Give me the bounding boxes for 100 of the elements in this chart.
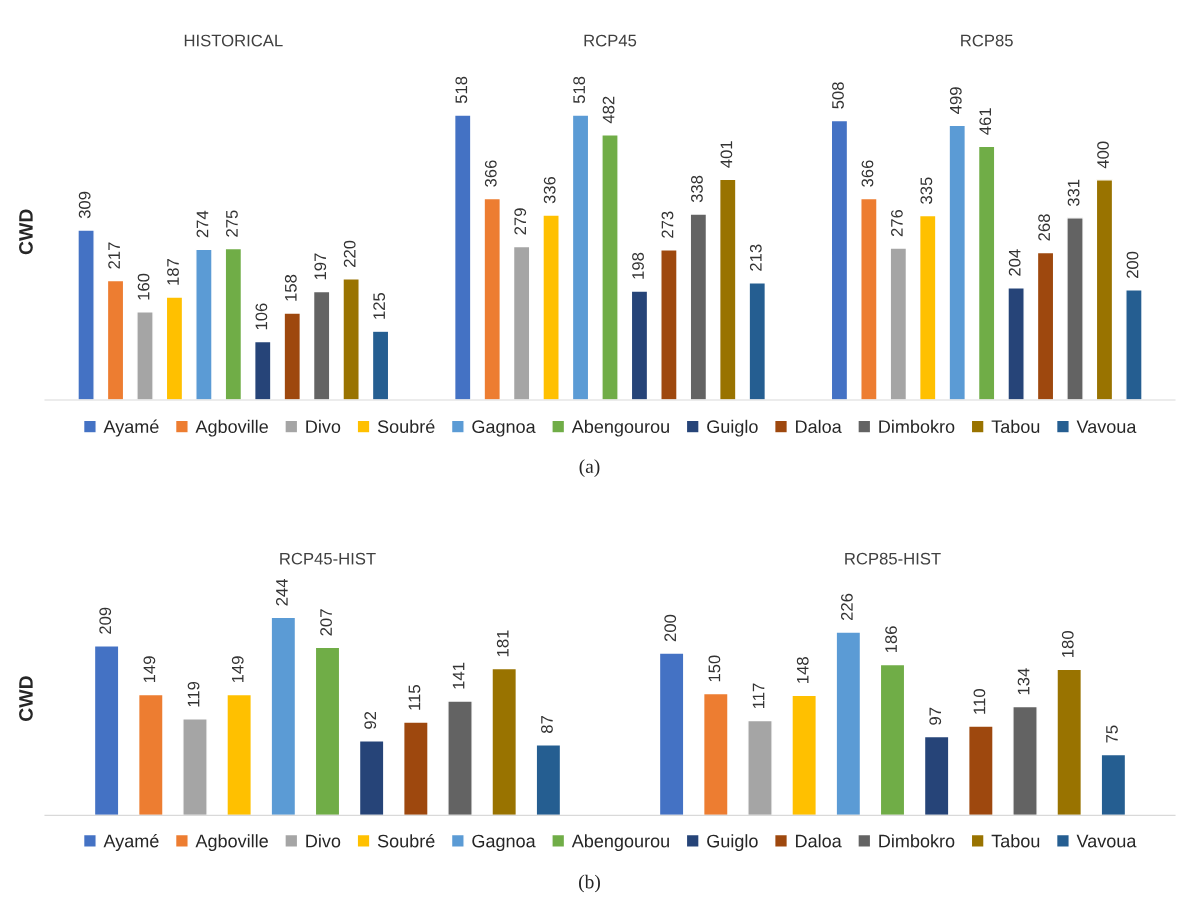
bar (342, 278, 360, 400)
bar (453, 114, 472, 400)
y-axis-title: CWD (19, 209, 33, 255)
data-label: 197 (314, 253, 327, 280)
legend-label: Vavoua (1076, 420, 1137, 434)
legend-label: Gagnoa (472, 834, 536, 851)
data-label: 482 (602, 96, 615, 124)
legend-label: Gagnoa (472, 420, 536, 437)
bar (283, 312, 302, 400)
bar (403, 721, 429, 816)
bar (719, 178, 737, 400)
data-label: 149 (231, 656, 244, 683)
bar (791, 694, 817, 816)
bar (1100, 753, 1127, 816)
data-label: 213 (749, 244, 762, 271)
bar (830, 119, 849, 400)
bar (1066, 217, 1084, 400)
bar (312, 290, 331, 400)
legend-label: Tabou (991, 419, 1040, 434)
bar (948, 124, 967, 400)
data-label: 198 (632, 252, 644, 279)
legend-label: Guiglo (707, 419, 758, 437)
data-label: 181 (496, 630, 509, 657)
data-label: 518 (573, 76, 586, 104)
bar (358, 740, 385, 816)
data-label: 268 (1038, 214, 1051, 241)
data-label: 309 (78, 191, 91, 219)
data-label: 110 (973, 689, 986, 714)
legend-label: Abengourou (571, 419, 669, 437)
x-tick-label: RCP85-HIST (845, 552, 941, 565)
data-label: 279 (514, 208, 527, 235)
data-label: 207 (320, 609, 332, 636)
bar (447, 700, 473, 816)
legend-label: Tabou (991, 834, 1040, 848)
data-label: 87 (541, 715, 553, 733)
bar (1125, 289, 1143, 400)
bar (977, 145, 996, 400)
bar (137, 693, 164, 816)
bar (182, 718, 208, 816)
bar (889, 247, 908, 400)
bar (835, 631, 862, 816)
data-label: 125 (373, 292, 386, 319)
data-label: 148 (796, 657, 809, 683)
bar (571, 114, 590, 400)
legend-label: Vavoua (1076, 834, 1137, 848)
bar (630, 290, 649, 400)
data-label: 508 (832, 82, 844, 109)
bar (1036, 251, 1055, 400)
text: (a) (579, 459, 600, 477)
legend-label: Agboville (195, 834, 268, 851)
bar (165, 296, 184, 400)
bar (314, 646, 341, 816)
bar (253, 340, 272, 400)
bar (136, 311, 154, 400)
bar (106, 279, 125, 400)
data-label: 244 (276, 578, 288, 606)
data-label: 204 (1008, 249, 1021, 276)
data-label: 366 (484, 160, 497, 187)
bar (1095, 179, 1114, 400)
data-label: 134 (1017, 668, 1030, 695)
data-label: 115 (408, 685, 421, 710)
data-label: 200 (664, 614, 677, 642)
data-label: 97 (929, 707, 942, 725)
data-label: 141 (452, 662, 465, 689)
legend-label: Divo (306, 419, 341, 434)
x-tick-label: HISTORICAL (184, 34, 283, 47)
x-tick-label: RCP45 (584, 34, 637, 47)
bar (918, 214, 937, 400)
bar (968, 725, 994, 816)
text: (b) (579, 874, 600, 893)
data-label: 461 (979, 108, 992, 135)
data-label: 160 (137, 273, 150, 300)
legend-label: Soubré (377, 419, 435, 434)
bar (879, 663, 906, 816)
data-label: 401 (720, 141, 733, 168)
bar (923, 735, 950, 816)
bar (660, 249, 678, 400)
data-label: 518 (455, 76, 468, 104)
legend-label: Soubré (377, 833, 435, 848)
data-label: 274 (196, 210, 209, 238)
legend-label: Dimbokro (879, 419, 955, 434)
data-label: 117 (752, 683, 765, 709)
x-tick-label: RCP85 (961, 34, 1013, 47)
bar (542, 214, 560, 400)
bar (535, 744, 562, 816)
data-label: 209 (99, 607, 112, 634)
legend-label: Daloa (796, 419, 842, 434)
data-label: 217 (108, 242, 120, 269)
data-label: 331 (1067, 179, 1080, 207)
data-label: 186 (885, 626, 897, 653)
bar (195, 248, 213, 400)
data-label: 366 (861, 160, 874, 187)
data-label: 75 (1106, 725, 1118, 743)
bar (702, 692, 729, 816)
bar (483, 197, 501, 400)
data-label: 187 (167, 258, 179, 285)
data-label: 273 (661, 211, 674, 238)
data-label: 499 (949, 87, 962, 114)
x-tick-label: RCP45-HIST (280, 552, 376, 565)
bar (1056, 668, 1083, 816)
